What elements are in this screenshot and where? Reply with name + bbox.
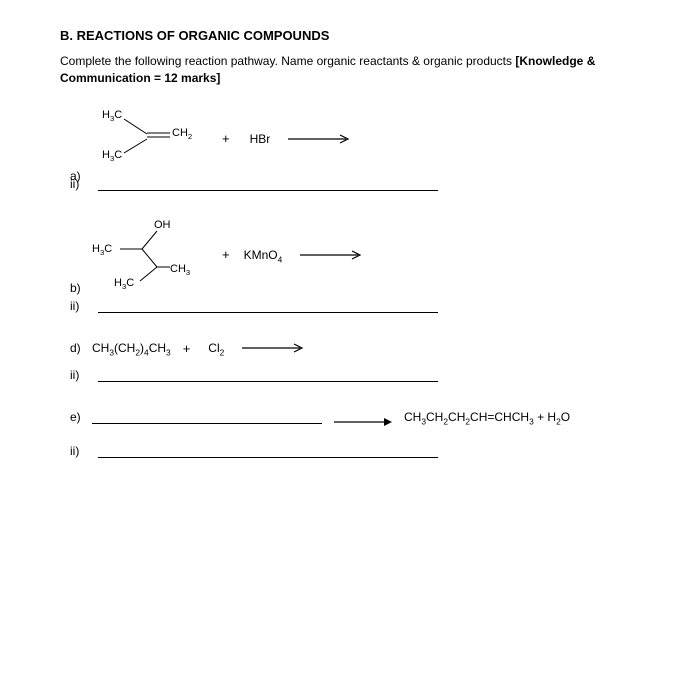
a-h3c-bot: H3C — [102, 149, 122, 161]
label-d: d) — [70, 341, 92, 355]
product-e: CH3CH2CH2CH=CHCH3 + H2O — [404, 410, 570, 424]
arrow-e — [334, 416, 394, 428]
reaction-e-row: e) CH3CH2CH2CH=CHCH3 + H2O — [70, 410, 619, 424]
reaction-a-row: a) H3C CH2 H3C + HBr — [70, 109, 619, 169]
blank-line-e-reactant[interactable] — [92, 412, 322, 424]
label-e-ii: ii) — [70, 444, 98, 458]
arrow-b — [300, 249, 370, 261]
blank-b-ii: ii) — [70, 299, 619, 313]
worksheet-page: B. REACTIONS OF ORGANIC COMPOUNDS Comple… — [0, 0, 679, 506]
reactant-d: CH3(CH2)4CH3 — [92, 341, 171, 355]
blank-line-d-ii[interactable] — [98, 370, 438, 382]
instruction-text: Complete the following reaction pathway.… — [60, 54, 515, 68]
blank-line-a-ii[interactable] — [98, 179, 438, 191]
reaction-b-row: b) OH H3C CH3 H3C + KMnO4 — [70, 219, 619, 291]
a-h3c-top: H3C — [102, 109, 122, 121]
label-d-ii: ii) — [70, 368, 98, 382]
label-e: e) — [70, 410, 92, 424]
plus-b: + — [222, 247, 230, 262]
structure-a: H3C CH2 H3C — [92, 109, 212, 169]
reagent-d: Cl2 — [208, 341, 224, 355]
instructions: Complete the following reaction pathway.… — [60, 53, 619, 87]
blank-line-e-ii[interactable] — [98, 446, 438, 458]
arrow-d — [242, 342, 312, 354]
b-h3c-left: H3C — [92, 243, 112, 255]
arrow-a — [288, 133, 358, 145]
reaction-d-row: d) CH3(CH2)4CH3 + Cl2 — [70, 341, 619, 356]
structure-b: OH H3C CH3 H3C — [92, 219, 212, 291]
reagent-a: HBr — [250, 132, 271, 146]
label-a: a) — [70, 169, 92, 183]
label-b: b) — [70, 281, 92, 295]
reagent-b: KMnO4 — [244, 248, 283, 262]
label-b-ii: ii) — [70, 299, 98, 313]
a-ch2: CH2 — [172, 127, 192, 139]
b-oh: OH — [154, 219, 171, 231]
blank-line-b-ii[interactable] — [98, 301, 438, 313]
plus-a: + — [222, 131, 230, 146]
blank-e-ii: ii) — [70, 444, 619, 458]
plus-d: + — [183, 341, 191, 356]
b-h3c-bot: H3C — [114, 277, 134, 289]
b-ch3-right: CH3 — [170, 263, 190, 275]
blank-d-ii: ii) — [70, 368, 619, 382]
blank-a-ii: ii) — [70, 177, 619, 191]
section-heading: B. REACTIONS OF ORGANIC COMPOUNDS — [60, 28, 619, 43]
